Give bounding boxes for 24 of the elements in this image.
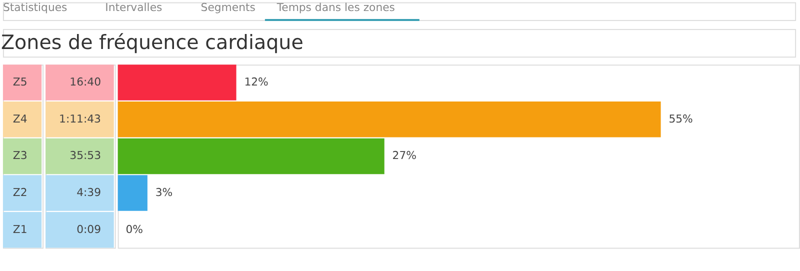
y-tick-label: Z5 — [12, 75, 28, 88]
text: Statistiques — [2, 1, 68, 14]
y-tick-label: Z3 — [12, 149, 28, 162]
text: 0:09 — [76, 222, 102, 236]
text: 4:39 — [76, 186, 102, 200]
bar — [118, 138, 384, 174]
text: 1:11:43 — [59, 112, 102, 126]
y-tick-label: Z2 — [12, 186, 28, 200]
text: Segments — [200, 1, 256, 14]
text: 35:53 — [70, 149, 102, 162]
text: Intervalles — [105, 1, 163, 14]
chart-title: Zones de fréquence cardiaque — [0, 30, 304, 54]
bar — [118, 175, 148, 211]
data-label: 27% — [392, 149, 416, 162]
y-tick-label: Z1 — [12, 222, 28, 236]
data-label: 3% — [155, 186, 173, 200]
text: 16:40 — [70, 75, 102, 88]
bar — [118, 101, 661, 138]
data-label: 55% — [668, 112, 693, 126]
data-label: 0% — [126, 222, 144, 236]
y-tick-label: Z4 — [12, 112, 28, 126]
bar — [118, 64, 236, 100]
text: Temps dans les zones — [276, 1, 396, 14]
data-label: 12% — [244, 75, 268, 88]
